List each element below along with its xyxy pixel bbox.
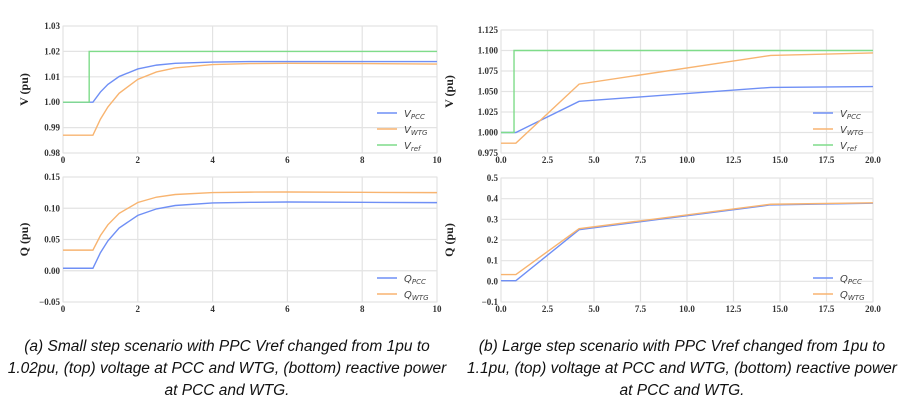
series-line-V-ref [501,49,873,134]
subplot-b-top: 0.0 2.5 5.0 7.5 10.0 12.5 15.0 17.5 20.0 0.975 1.0… [442,25,881,165]
series-line-V-ref [63,50,437,103]
legend-entry: VPCC [404,109,425,121]
x-tick-label: 0.0 [495,304,507,314]
x-tick-label: 10 [433,155,443,165]
y-tick-label: 0.1 [487,256,499,266]
series-line-Q-WTG [501,202,874,276]
y-tick-label: 1.00 [44,97,60,107]
legend-entry: QPCC [404,274,426,286]
legend-entry: VWTG [840,125,864,137]
y-axis-label: Q (pu) [442,223,456,257]
x-tick-label: 10.0 [679,155,695,165]
y-axis-label: V (pu) [17,73,31,106]
series-line-Q-WTG [63,191,438,251]
y-tick-label: 0.99 [44,123,60,133]
x-tick-label: 6 [285,304,290,314]
x-tick-label: 0.0 [495,155,507,165]
subplot-a-top: 0 2 4 6 8 10 0.98 0.99 1.00 1.01 1.02 1.03 V (pu) VPC… [17,21,442,165]
y-axis-label: V (pu) [442,75,456,108]
x-tick-label: 17.5 [819,155,835,165]
x-tick-label: 20.0 [865,304,881,314]
y-tick-label: 0.0 [487,276,499,286]
y-tick-label: 0.05 [44,235,60,245]
x-tick-label: 2 [136,304,141,314]
plot-area [62,25,438,154]
caption-a: (a) Small step scenario with PPC Vref ch… [7,338,447,399]
x-tick-label: 0 [61,304,66,314]
figure: 0 2 4 6 8 10 0.98 0.99 1.00 1.01 1.02 1.03 V (pu) VPC… [17,21,881,314]
x-tick-label: 5.0 [588,155,600,165]
y-tick-label: 0.5 [487,173,499,183]
series-line-V-WTG [501,52,874,144]
legend-entry: VPCC [840,109,861,121]
y-tick-label: 0.15 [44,172,60,182]
legend-entry: Vref [404,141,422,153]
x-tick-label: 2.5 [542,155,554,165]
x-tick-label: 2 [136,155,141,165]
legend-entry: QWTG [840,290,865,302]
series-line-Q-PCC [63,201,438,269]
x-tick-label: 5.0 [588,304,600,314]
legend-entry: Vref [840,141,858,153]
y-tick-label: 1.000 [478,128,499,138]
caption-b: (b) Large step scenario with PPC Vref ch… [467,338,897,399]
x-tick-label: 7.5 [635,155,647,165]
y-tick-label: 1.02 [44,46,60,56]
y-tick-label: −0.1 [482,297,499,307]
y-tick-label: 0.10 [44,203,60,213]
x-tick-label: 15.0 [772,304,788,314]
x-tick-label: 12.5 [726,155,742,165]
y-tick-label: 1.050 [478,87,499,97]
y-tick-label: 1.03 [44,21,60,31]
y-tick-label: 1.075 [478,66,499,76]
y-tick-label: 1.100 [478,46,499,56]
legend-entry: VWTG [404,125,428,137]
x-tick-label: 10.0 [679,304,695,314]
x-tick-label: 8 [360,304,365,314]
x-tick-label: 17.5 [819,304,835,314]
y-tick-label: 0.975 [478,148,499,158]
x-tick-label: 4 [210,304,215,314]
x-tick-label: 15.0 [772,155,788,165]
y-tick-label: 0.3 [487,214,499,224]
x-tick-label: 6 [285,155,290,165]
x-tick-label: 2.5 [542,304,554,314]
legend-entry: QWTG [404,290,429,302]
series-line-V-PCC [63,60,437,103]
x-tick-label: 12.5 [726,304,742,314]
subplot-a-bottom: 0 2 4 6 8 10 −0.05 0.00 0.05 0.10 0.15 Q (pu) QPCC QW… [17,172,442,314]
subplot-b-bottom: 0.0 2.5 5.0 7.5 10.0 12.5 15.0 17.5 20.0−0.10.00… [442,173,881,314]
y-tick-label: 1.125 [478,25,499,35]
y-tick-label: 0.98 [44,148,60,158]
y-tick-label: 1.01 [44,72,60,82]
y-tick-label: 0.2 [487,235,499,245]
y-tick-label: 1.025 [478,107,499,117]
x-tick-label: 20.0 [865,155,881,165]
y-tick-label: 0.00 [44,266,60,276]
x-tick-label: 4 [210,155,215,165]
y-tick-label: 0.4 [487,194,499,204]
series-line-V-WTG [63,62,438,136]
x-tick-label: 10 [433,304,443,314]
x-tick-label: 7.5 [635,304,647,314]
y-tick-label: −0.05 [39,297,60,307]
y-axis-label: Q (pu) [17,223,31,257]
x-tick-label: 8 [360,155,365,165]
x-tick-label: 0 [61,155,66,165]
legend-entry: QPCC [840,274,862,286]
